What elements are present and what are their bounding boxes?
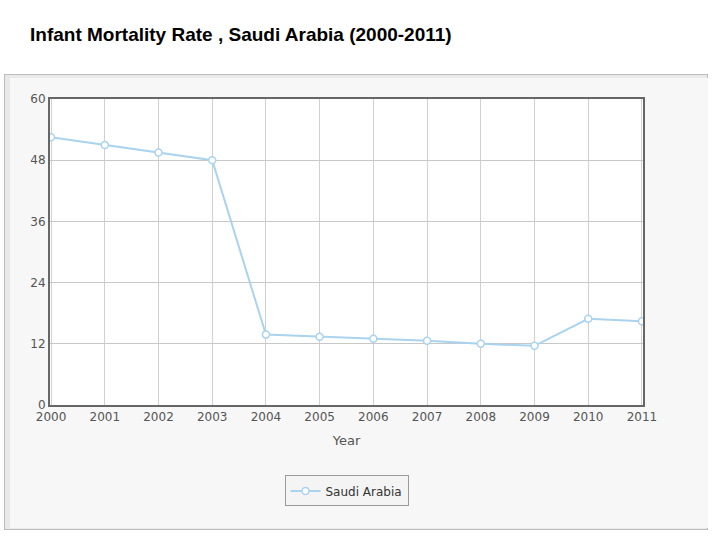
svg-text:2007: 2007 xyxy=(412,410,443,424)
svg-text:2003: 2003 xyxy=(197,410,228,424)
svg-text:2002: 2002 xyxy=(143,410,174,424)
svg-text:2008: 2008 xyxy=(466,410,497,424)
svg-text:48: 48 xyxy=(30,153,45,167)
html-text:Infant Mortality Rate , Saudi: Infant Mortality Rate , Saudi Arabia (20… xyxy=(30,24,452,45)
svg-text:36: 36 xyxy=(30,215,45,229)
svg-text:2001: 2001 xyxy=(90,410,121,424)
svg-text:60: 60 xyxy=(30,92,45,106)
svg-text:Year: Year xyxy=(332,433,361,448)
svg-text:2000: 2000 xyxy=(36,410,67,424)
svg-text:2006: 2006 xyxy=(358,410,389,424)
svg-text:24: 24 xyxy=(30,276,45,290)
svg-text:2009: 2009 xyxy=(519,410,550,424)
svg-text:12: 12 xyxy=(30,337,45,351)
svg-text:2010: 2010 xyxy=(573,410,604,424)
svg-text:2011: 2011 xyxy=(627,410,658,424)
svg-text:2005: 2005 xyxy=(304,410,335,424)
svg-text:Saudi Arabia: Saudi Arabia xyxy=(326,485,402,499)
svg-text:0: 0 xyxy=(38,398,46,412)
svg-text:2004: 2004 xyxy=(251,410,282,424)
